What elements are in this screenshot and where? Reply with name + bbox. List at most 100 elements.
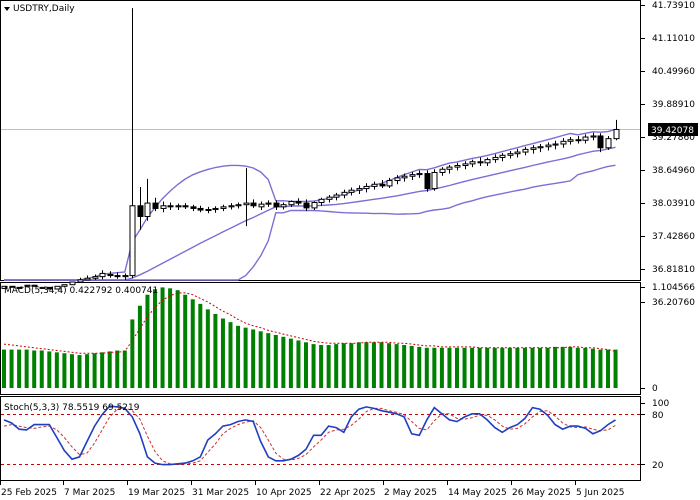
- candle-body: [129, 205, 136, 277]
- price-tick-label: 38.64960: [652, 166, 695, 176]
- candle: [454, 162, 461, 171]
- candle-body: [258, 203, 265, 208]
- candle: [545, 142, 552, 151]
- candle: [348, 187, 355, 196]
- candle: [484, 157, 491, 167]
- macd-bar: [205, 309, 210, 388]
- symbol-title: USDTRY,Daily: [13, 4, 75, 14]
- candle-body: [235, 204, 242, 207]
- macd-bar: [220, 318, 225, 388]
- macd-bar: [54, 352, 59, 388]
- candle: [46, 286, 53, 290]
- macd-bar: [455, 347, 459, 388]
- price-tick-label: 39.88910: [652, 100, 695, 110]
- price-tick-label: 37.42860: [652, 232, 695, 242]
- macd-bar: [568, 346, 573, 388]
- candle: [295, 198, 302, 206]
- candle: [492, 154, 499, 163]
- candle-body: [379, 183, 386, 187]
- bollinger-bands: [4, 128, 616, 281]
- candle-body: [605, 138, 612, 149]
- candle: [220, 204, 227, 212]
- candle-body: [477, 161, 484, 164]
- candle-body: [54, 285, 61, 290]
- macd-bar: [273, 334, 278, 388]
- candle: [197, 205, 204, 213]
- candle: [530, 145, 537, 154]
- candle-body: [545, 144, 552, 148]
- macd-bar: [409, 345, 414, 388]
- candle-body: [92, 276, 99, 279]
- candle: [77, 277, 84, 283]
- macd-bar: [477, 347, 482, 388]
- candle: [24, 284, 31, 287]
- macd-bar: [485, 347, 490, 388]
- candle: [552, 140, 559, 150]
- candle-body: [288, 200, 295, 206]
- macd-bar: [334, 344, 339, 388]
- candle: [9, 285, 16, 288]
- macd-bar: [560, 346, 565, 388]
- date-tick-label: 2 May 2025: [384, 488, 437, 498]
- candle: [258, 201, 265, 211]
- price-tick-label: 41.11010: [652, 34, 695, 44]
- candle-body: [280, 204, 287, 208]
- candle-body: [409, 174, 416, 177]
- candle: [137, 186, 144, 230]
- candle: [575, 135, 582, 144]
- candle-body: [454, 164, 461, 168]
- candle-body: [107, 273, 114, 277]
- candle: [394, 175, 401, 185]
- macd-bar: [575, 347, 580, 388]
- price-panel-frame: [0, 0, 641, 281]
- price-tick-label: 39.27860: [652, 133, 695, 143]
- dropdown-triangle-icon[interactable]: [4, 7, 10, 11]
- macd-bar: [107, 351, 112, 388]
- current-price-box: [648, 123, 698, 136]
- macd-bar: [545, 347, 550, 388]
- macd-bar: [349, 343, 354, 388]
- candle-body: [205, 209, 212, 212]
- stoch-tick-label: 80: [652, 411, 664, 421]
- date-tick-label: 14 May 2025: [448, 488, 507, 498]
- candle: [273, 200, 280, 211]
- candle-body: [522, 148, 529, 153]
- candle-body: [303, 202, 310, 209]
- candle-body: [24, 284, 31, 287]
- candle: [333, 192, 340, 201]
- candle: [341, 189, 348, 199]
- candle-body: [348, 189, 355, 193]
- macd-bar: [85, 354, 90, 388]
- date-tick-label: 31 Mar 2025: [192, 488, 249, 498]
- candle: [605, 135, 612, 150]
- candle: [371, 181, 378, 190]
- date-tick-label: 7 Mar 2025: [64, 488, 115, 498]
- candle: [129, 8, 136, 279]
- bollinger-upper: [4, 128, 616, 281]
- stoch-tick-label: 20: [652, 461, 664, 471]
- candle: [182, 203, 189, 209]
- macd-bar: [507, 347, 512, 388]
- candle: [190, 204, 197, 212]
- candle-body: [250, 202, 257, 207]
- macd-bar: [100, 352, 105, 388]
- macd-bar: [319, 345, 324, 388]
- candle-body: [265, 202, 272, 205]
- candle-body: [560, 140, 567, 145]
- macd-bar: [417, 346, 422, 388]
- price-tick-label: 38.03910: [652, 199, 695, 209]
- candle: [31, 284, 38, 287]
- candle: [560, 138, 567, 148]
- macd-bar: [39, 350, 44, 388]
- macd-axis: 1.104566 0: [641, 283, 695, 394]
- candle: [250, 199, 257, 208]
- candle: [431, 169, 438, 191]
- macd-bar: [515, 347, 520, 388]
- macd-signal-line: [3, 292, 616, 354]
- macd-bar: [69, 354, 74, 388]
- candle-body: [144, 202, 151, 218]
- candle: [92, 274, 99, 280]
- macd-bar: [62, 353, 67, 388]
- candle: [99, 270, 106, 280]
